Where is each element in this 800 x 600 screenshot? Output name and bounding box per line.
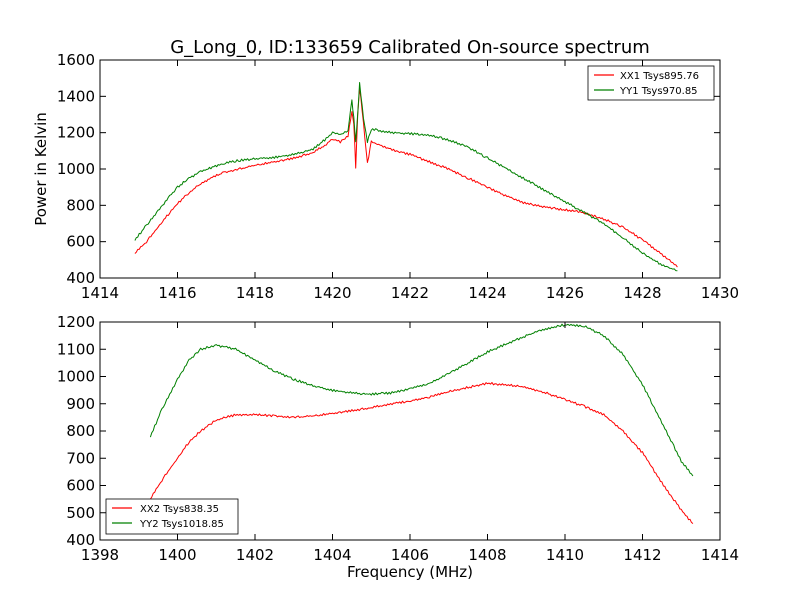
- bottom-y-tick-label-8: 1200: [57, 313, 95, 331]
- top-x-tick-label-2: 1418: [236, 284, 274, 302]
- bottom-x-tick-label-0: 1398: [81, 546, 119, 564]
- bottom-legend-label-xx2: XX2 Tsys838.35: [140, 504, 219, 515]
- bottom-x-tick-label-2: 1402: [236, 546, 274, 564]
- top-series-line-1: [134, 82, 678, 272]
- bottom-y-tick-label-2: 600: [66, 477, 95, 495]
- bottom-x-axis-label: Frequency (MHz): [347, 563, 473, 581]
- bottom-y-tick-label-0: 400: [66, 531, 95, 549]
- bottom-x-tick-label-8: 1414: [701, 546, 739, 564]
- top-x-tick-label-7: 1428: [623, 284, 661, 302]
- bottom-y-tick-label-5: 900: [66, 395, 95, 413]
- top-legend-box: [587, 65, 715, 101]
- top-legend: XX1 Tsys895.76 YY1 Tsys970.85: [587, 65, 715, 101]
- top-plot: 1414 1416 1418 1420 1422 1424 1426 1428 1430 400 6…: [32, 51, 739, 302]
- top-y-tick-label-0: 400: [66, 269, 95, 287]
- top-x-tick-label-4: 1422: [391, 284, 429, 302]
- top-x-tick-label-5: 1424: [468, 284, 506, 302]
- top-x-tick-label-8: 1430: [701, 284, 739, 302]
- top-y-tick-label-4: 1200: [57, 124, 95, 142]
- bottom-y-tick-label-3: 700: [66, 449, 95, 467]
- top-x-tick-label-1: 1416: [158, 284, 196, 302]
- top-x-tick-label-6: 1426: [546, 284, 584, 302]
- top-legend-label-xx1: XX1 Tsys895.76: [620, 71, 699, 82]
- bottom-x-tick-label-5: 1408: [468, 546, 506, 564]
- top-y-tick-label-2: 800: [66, 196, 95, 214]
- bottom-x-tick-label-6: 1410: [546, 546, 584, 564]
- top-x-tick-label-3: 1420: [313, 284, 351, 302]
- bottom-x-tick-label-1: 1400: [158, 546, 196, 564]
- bottom-legend-box: [105, 498, 239, 535]
- top-y-tick-label-5: 1400: [57, 87, 95, 105]
- top-y-tick-label-3: 1000: [57, 160, 95, 178]
- bottom-y-tick-label-7: 1100: [57, 340, 95, 358]
- bottom-y-tick-label-6: 1000: [57, 368, 95, 386]
- chart-title: G_Long_0, ID:133659 Calibrated On-source…: [170, 37, 650, 58]
- bottom-y-tick-label-1: 500: [66, 504, 95, 522]
- top-ticks: 1414 1416 1418 1420 1422 1424 1426 1428 1430 400 6…: [57, 51, 739, 302]
- bottom-y-tick-label-4: 800: [66, 422, 95, 440]
- bottom-legend-label-yy2: YY2 Tsys1018.85: [139, 519, 224, 530]
- top-legend-label-yy1: YY1 Tsys970.85: [619, 86, 698, 97]
- bottom-series-layer: [149, 323, 694, 524]
- bottom-series-line-1: [149, 323, 694, 477]
- top-series-layer: [134, 82, 678, 272]
- bottom-x-tick-label-3: 1404: [313, 546, 351, 564]
- top-y-tick-label-1: 600: [66, 233, 95, 251]
- bottom-x-tick-label-7: 1412: [623, 546, 661, 564]
- top-x-tick-label-0: 1414: [81, 284, 119, 302]
- top-y-axis-label: Power in Kelvin: [32, 112, 50, 226]
- bottom-series-line-0: [149, 382, 694, 524]
- bottom-x-tick-label-4: 1406: [391, 546, 429, 564]
- top-y-tick-label-6: 1600: [57, 51, 95, 69]
- bottom-legend: XX2 Tsys838.35 YY2 Tsys1018.85: [105, 498, 239, 535]
- bottom-plot: 1398 1400 1402 1404 1406 1408 1410 1412 1414 400 5…: [57, 313, 739, 581]
- bottom-ticks: 1398 1400 1402 1404 1406 1408 1410 1412 1414 400 5…: [57, 313, 739, 564]
